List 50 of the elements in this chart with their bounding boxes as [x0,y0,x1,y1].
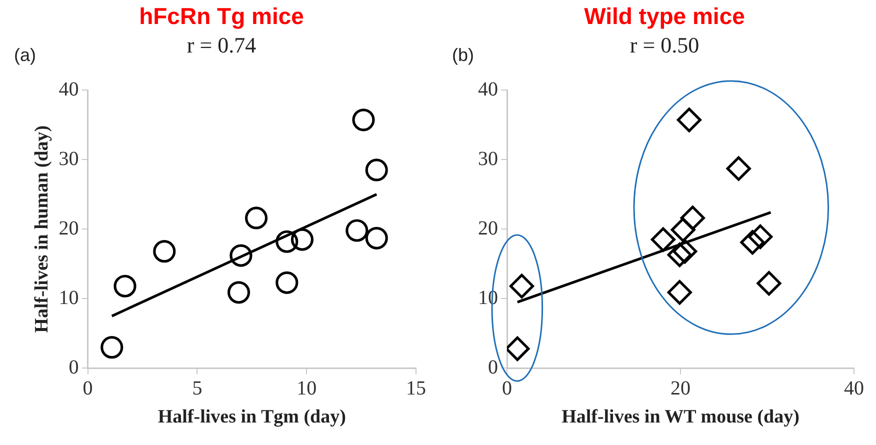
point [740,230,765,255]
y-tick-label: 30 [478,148,498,170]
x-tick-label: 0 [82,377,93,400]
x-axis-title: Half-lives in Tgm (day) [158,406,346,428]
point [365,226,388,250]
point [153,240,176,263]
point [114,274,136,298]
point [676,108,702,132]
chart-title: hFcRn Tg mice [139,3,304,30]
x-tick-label: 40 [844,377,864,400]
x-tick-label: 5 [192,377,202,400]
y-tick-label: 0 [68,356,79,378]
text: (a) [14,44,36,65]
point [756,271,782,296]
y-tick-label: 0 [488,356,498,378]
y-tick-label: 30 [58,148,79,170]
x-tick-label: 20 [670,377,690,400]
point [276,271,298,294]
point [670,217,696,242]
point [227,281,250,304]
point [748,224,773,250]
point [365,158,388,182]
point [244,206,268,230]
point [726,156,751,181]
x-tick-label: 0 [502,377,512,400]
y-tick-label: 10 [58,286,79,309]
y-tick-label: 20 [478,217,498,240]
x-tick-label: 10 [296,377,317,400]
y-tick-label: 20 [58,217,79,240]
y-axis-title: Half-lives in human (day) [31,125,52,333]
text: (b) [452,44,474,65]
point [667,242,692,268]
point [346,219,368,242]
x-axis-title: Half-lives in WT mouse (day) [562,406,800,428]
point [650,227,676,252]
y-tick-label: 40 [58,78,79,100]
point [230,244,252,267]
point [680,206,705,230]
point [290,228,314,251]
point [672,239,698,264]
point [667,280,692,305]
y-tick-label: 40 [478,78,498,100]
chart-subtitle: r = 0.50 [630,32,700,58]
chart-title: Wild type mice [584,3,745,30]
point [352,108,375,132]
point [509,274,534,298]
chart-subtitle: r = 0.74 [186,32,256,58]
point [100,336,124,359]
x-tick-label: 15 [406,377,426,400]
point [276,230,298,253]
